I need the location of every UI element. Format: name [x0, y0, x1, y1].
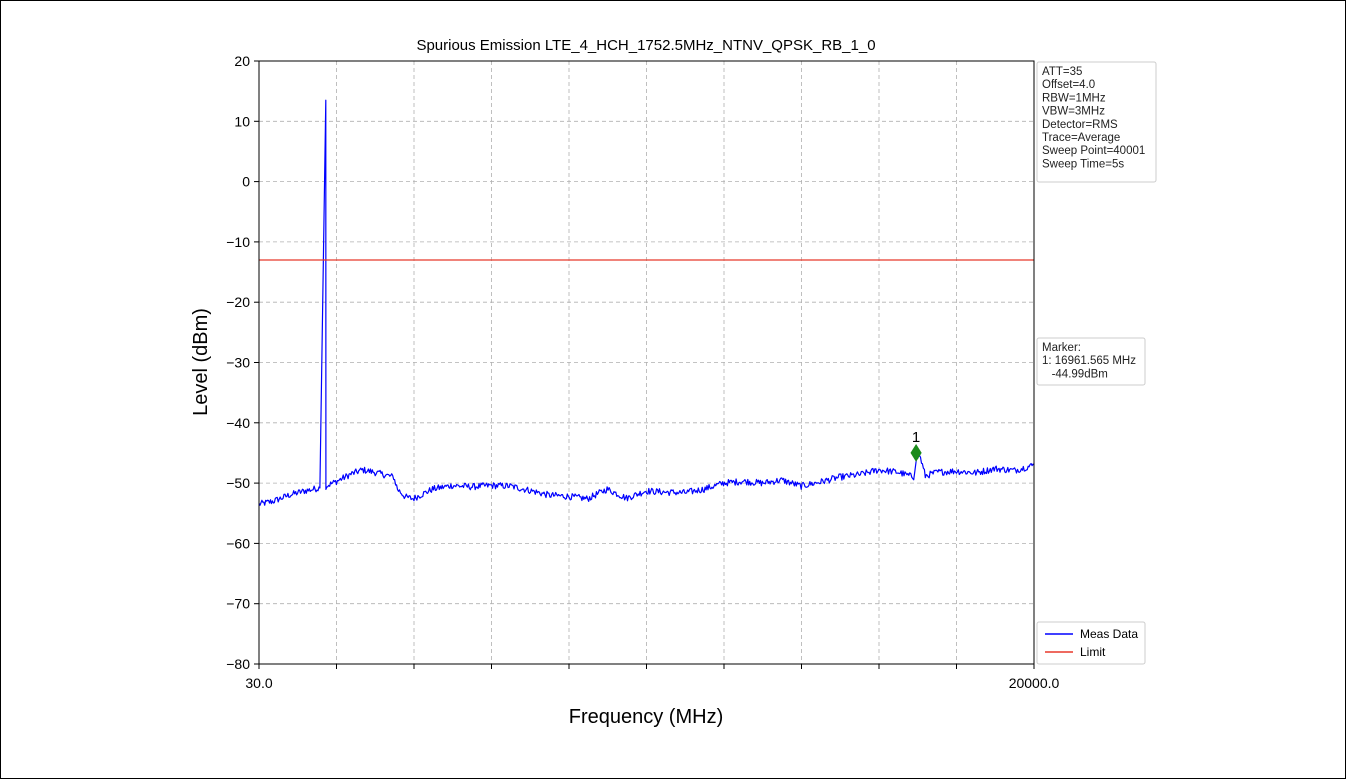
marker-info-line: 1: 16961.565 MHz — [1042, 355, 1136, 367]
y-tick-label: 20 — [234, 53, 250, 69]
y-tick-label: −80 — [226, 656, 250, 672]
axis-ticks: 30.0 20000.0 20 10 0 −10 −20 −30 −40 −50 −60 −70 −80 — [226, 53, 1059, 691]
settings-line: Offset=4.0 — [1042, 79, 1095, 91]
legend: Meas Data Limit — [1036, 621, 1146, 665]
y-tick-label: −70 — [226, 596, 250, 612]
y-tick-label: −10 — [226, 234, 250, 250]
marker-layer: 1 — [910, 429, 922, 462]
grid — [259, 61, 1034, 664]
settings-line: ATT=35 — [1042, 66, 1082, 78]
chart-title: Spurious Emission LTE_4_HCH_1752.5MHz_NT… — [416, 37, 875, 54]
marker-diamond — [910, 443, 922, 462]
settings-box-frame — [1036, 61, 1157, 183]
marker-box: Marker:1: 16961.565 MHz -44.99dBm — [1036, 337, 1146, 386]
x-tick-label: 20000.0 — [1009, 675, 1060, 691]
settings-line: Sweep Time=5s — [1042, 158, 1124, 170]
marker-box-frame — [1036, 337, 1146, 386]
legend-items: Meas Data Limit — [1045, 627, 1138, 659]
y-tick-label: −60 — [226, 535, 250, 551]
x-axis-title: Frequency (MHz) — [569, 706, 723, 728]
x-tick-label: 30.0 — [245, 675, 272, 691]
y-tick-label: 0 — [242, 174, 250, 190]
meas-data-line — [258, 99, 1035, 506]
marker-lines: Marker:1: 16961.565 MHz -44.99dBm — [1042, 342, 1136, 380]
y-tick-label: −20 — [226, 294, 250, 310]
marker-info-line: -44.99dBm — [1042, 368, 1108, 380]
settings-line: RBW=1MHz — [1042, 92, 1106, 104]
y-tick-label: −30 — [226, 355, 250, 371]
y-axis-title: Level (dBm) — [190, 308, 212, 416]
legend-label: Meas Data — [1080, 627, 1138, 641]
settings-line: Trace=Average — [1042, 132, 1120, 144]
legend-frame — [1036, 621, 1146, 665]
y-tick-label: −50 — [226, 475, 250, 491]
figure-background — [190, 20, 1190, 760]
settings-line: VBW=3MHz — [1042, 106, 1105, 118]
marker-info-line: Marker: — [1042, 342, 1081, 354]
y-tick-label: −40 — [226, 415, 250, 431]
y-tick-label: 10 — [234, 113, 250, 129]
legend-label: Limit — [1080, 645, 1106, 659]
marker-label: 1 — [912, 429, 920, 446]
series-layer — [258, 99, 1035, 506]
settings-line: Detector=RMS — [1042, 119, 1118, 131]
settings-line: Sweep Point=40001 — [1042, 145, 1145, 157]
